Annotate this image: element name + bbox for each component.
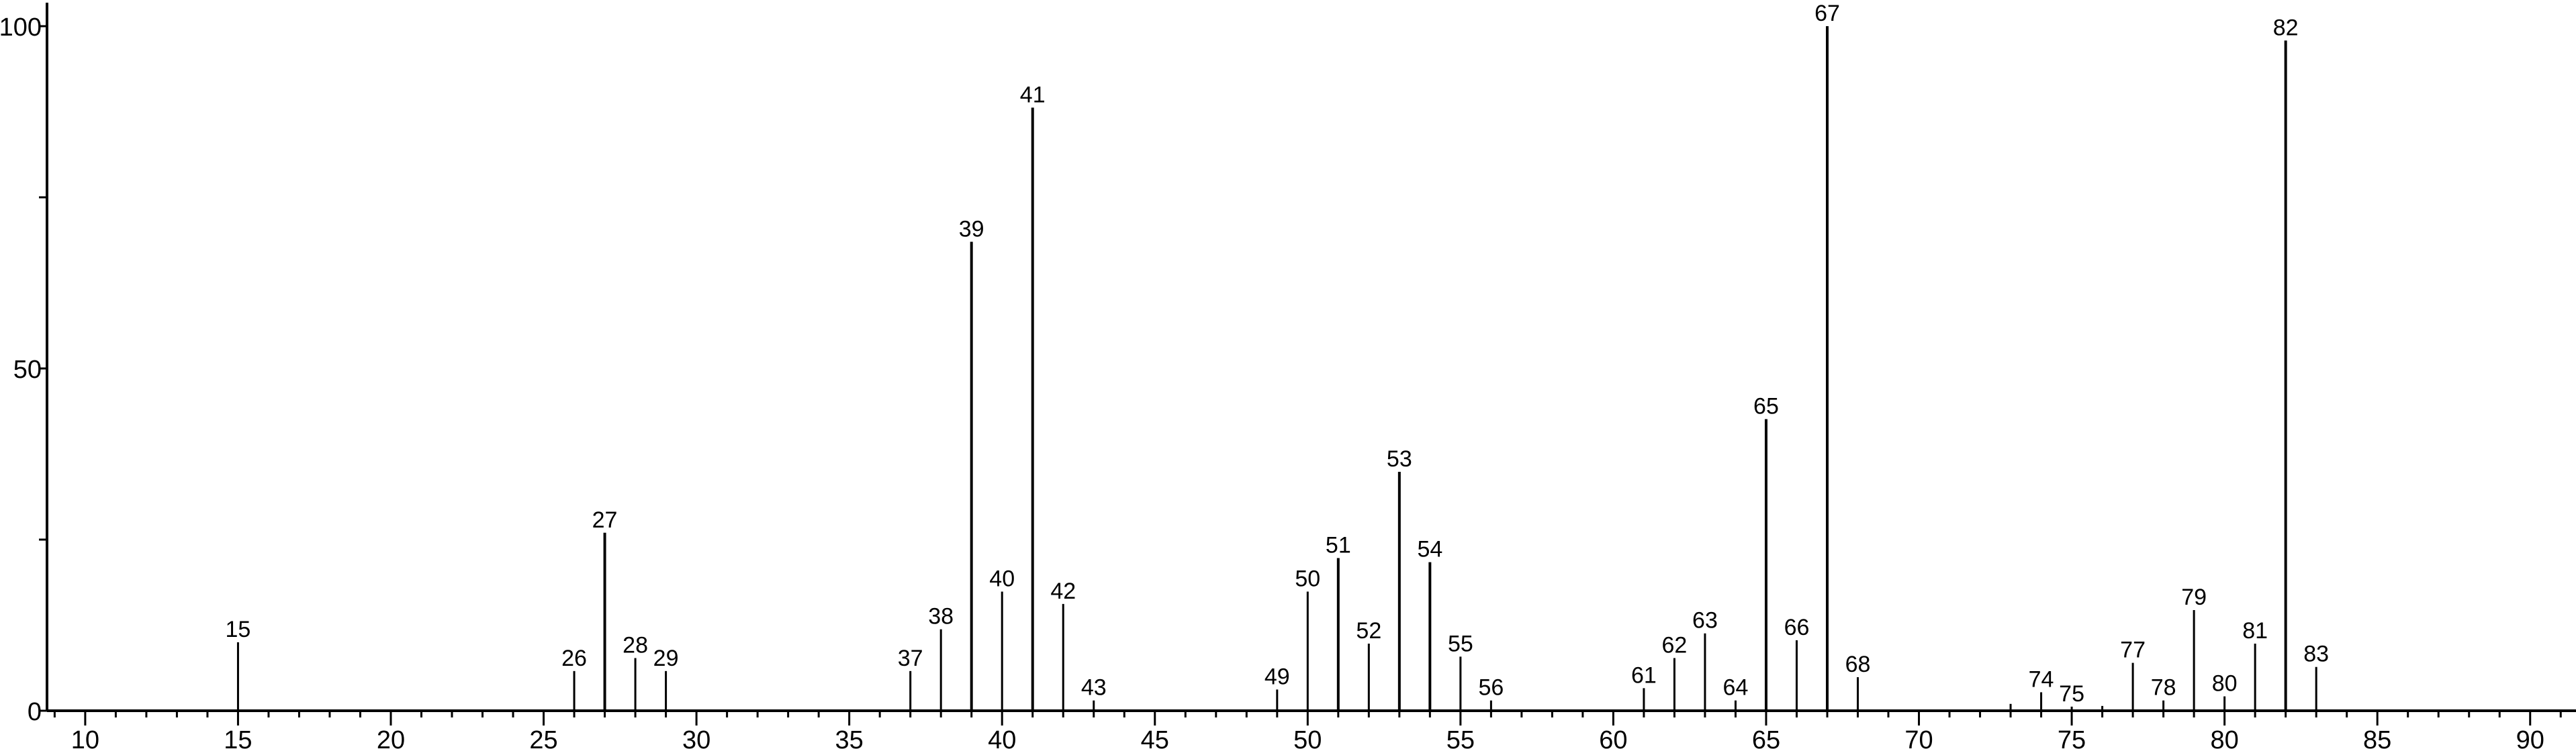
peak-label: 65 <box>1753 393 1779 419</box>
peak-label: 55 <box>1448 631 1473 656</box>
peak-label: 27 <box>592 507 618 533</box>
peak-label: 79 <box>2181 585 2207 610</box>
peak-label: 81 <box>2242 618 2268 644</box>
peak-label: 40 <box>989 566 1015 592</box>
x-tick-label: 65 <box>1752 726 1780 749</box>
peak-label: 78 <box>2151 675 2176 701</box>
y-tick-label: 100 <box>0 13 42 42</box>
y-tick-label: 50 <box>13 356 42 384</box>
peak-label: 38 <box>928 604 954 630</box>
peak-label: 53 <box>1387 446 1412 472</box>
x-tick-label: 20 <box>377 726 405 749</box>
peak-label: 77 <box>2120 638 2146 663</box>
x-tick-label: 75 <box>2058 726 2086 749</box>
x-tick-label: 10 <box>71 726 99 749</box>
peak-label: 42 <box>1050 579 1076 604</box>
peak-label: 68 <box>1845 652 1871 677</box>
peak-label: 52 <box>1356 618 1381 644</box>
x-tick-label: 45 <box>1141 726 1169 749</box>
peak-label: 62 <box>1662 632 1688 658</box>
peak-label: 80 <box>2212 671 2238 697</box>
peak-label: 49 <box>1264 664 1290 689</box>
peak-label: 51 <box>1326 533 1351 558</box>
x-tick-label: 30 <box>682 726 710 749</box>
peak-label: 66 <box>1784 615 1810 640</box>
peak-label: 63 <box>1692 608 1718 634</box>
peak-label: 37 <box>898 646 923 671</box>
peak-label: 82 <box>2273 15 2299 40</box>
peak-label: 15 <box>226 617 251 642</box>
peak-label: 67 <box>1814 1 1840 26</box>
peak-label: 64 <box>1723 675 1749 701</box>
x-tick-label: 50 <box>1293 726 1322 749</box>
peak-label: 54 <box>1417 537 1442 562</box>
x-tick-label: 15 <box>224 726 252 749</box>
peak-label: 39 <box>959 216 984 242</box>
x-tick-label: 40 <box>988 726 1016 749</box>
peak-label: 43 <box>1081 675 1107 701</box>
peak-label: 26 <box>561 646 587 671</box>
peak-label: 74 <box>2029 666 2054 692</box>
x-tick-label: 85 <box>2363 726 2391 749</box>
x-tick-label: 80 <box>2210 726 2238 749</box>
axes: 0 50 100 10 15 20 25 30 35 40 45 50 55 60 65 70 75 80 85 90 <box>0 3 2576 749</box>
peak-label: 83 <box>2303 642 2329 667</box>
peak-label: 61 <box>1631 662 1657 688</box>
peak-label: 56 <box>1478 675 1504 701</box>
x-tick-label: 70 <box>1904 726 1933 749</box>
peak-label: 41 <box>1020 82 1046 107</box>
x-tick-label: 60 <box>1599 726 1627 749</box>
peak-label: 50 <box>1295 566 1320 592</box>
x-tick-label: 35 <box>835 726 864 749</box>
x-tick-label: 90 <box>2516 726 2544 749</box>
peak-label: 75 <box>2059 681 2084 707</box>
peak-label: 29 <box>653 646 679 671</box>
peak-label: 28 <box>623 632 648 658</box>
x-tick-label: 25 <box>529 726 557 749</box>
y-tick-label: 0 <box>28 698 42 726</box>
x-tick-label: 55 <box>1446 726 1475 749</box>
